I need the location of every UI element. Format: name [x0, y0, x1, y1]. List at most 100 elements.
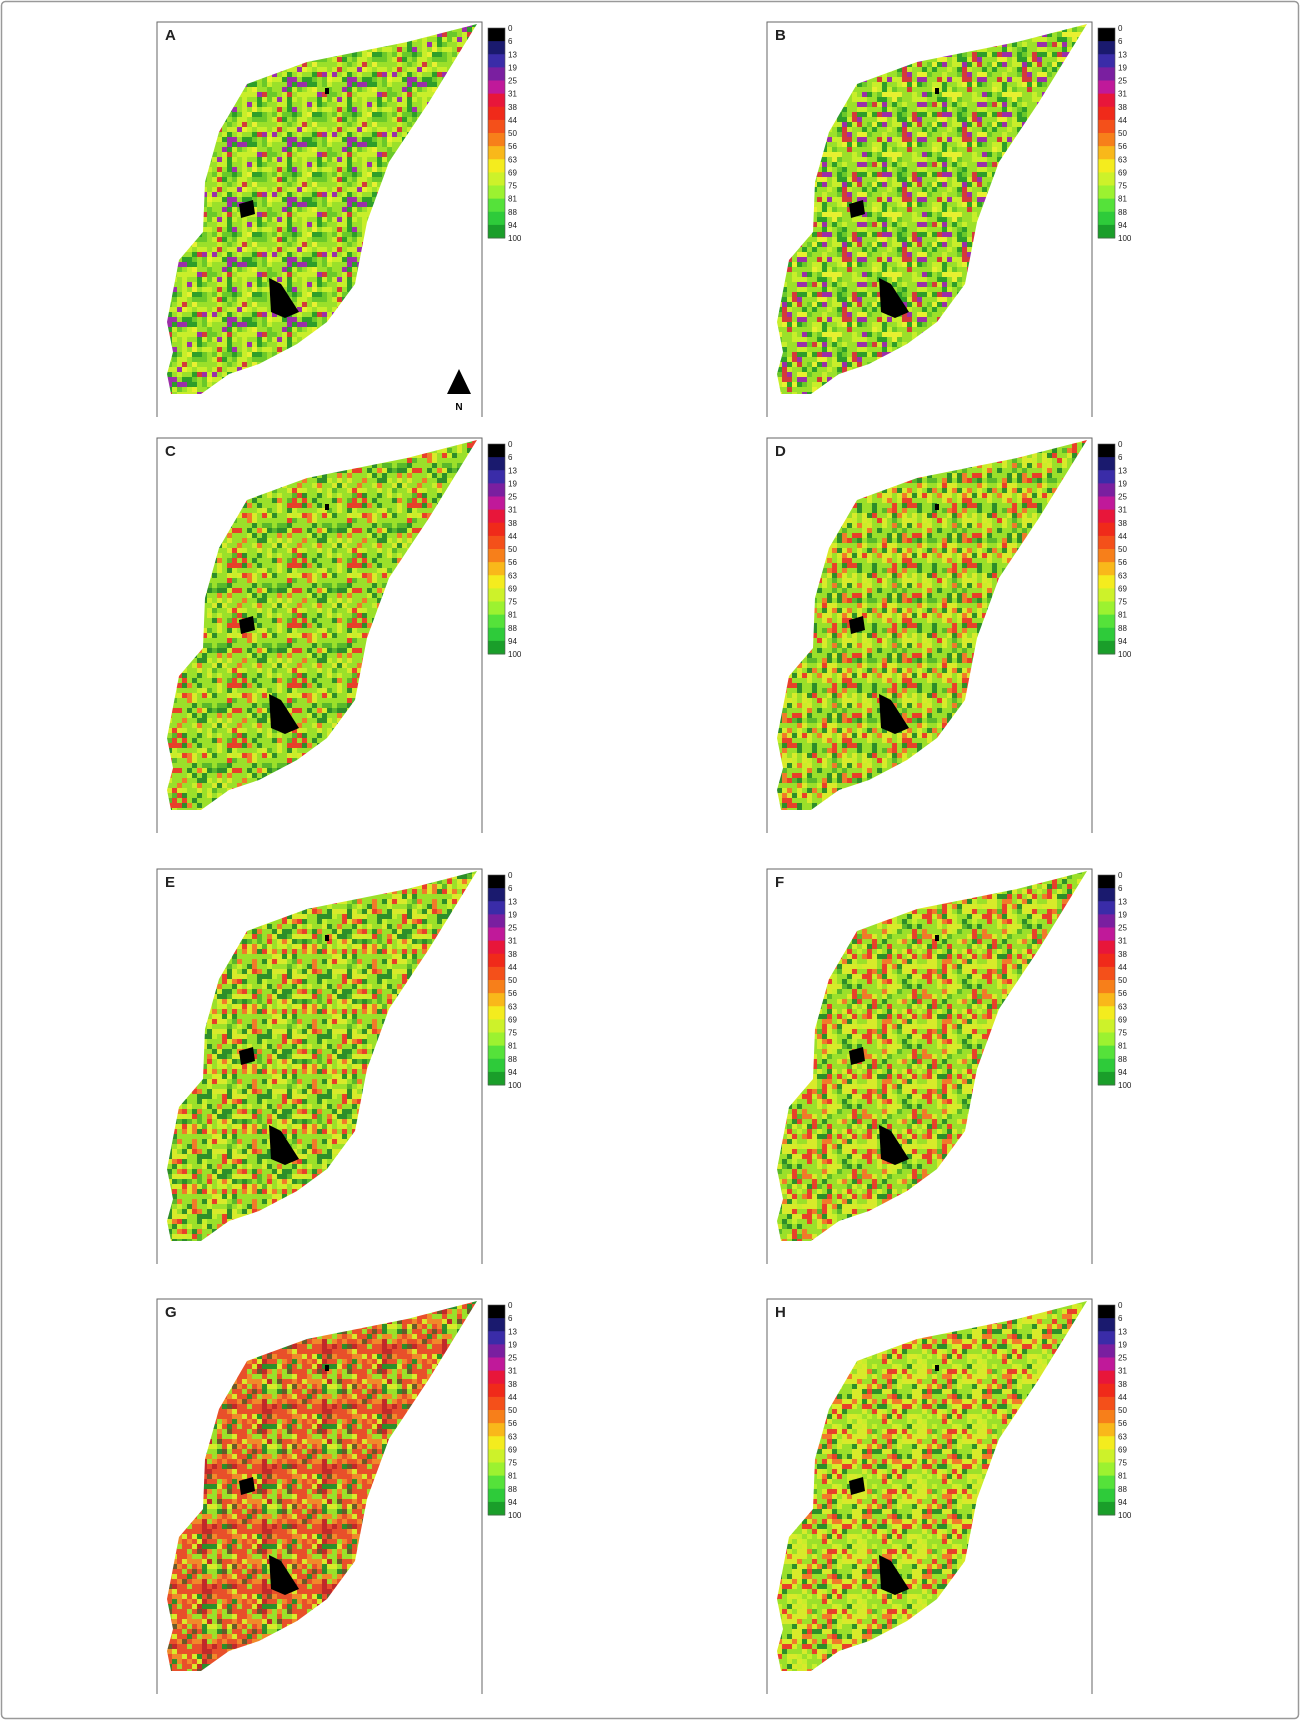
- legend-label: 44: [1118, 532, 1127, 541]
- legend-swatch: [488, 901, 505, 915]
- legend-label: 25: [1118, 493, 1127, 502]
- legend-label: 19: [1118, 910, 1127, 919]
- legend-swatch: [1098, 172, 1115, 186]
- legend-swatch: [1098, 914, 1115, 928]
- legend-label: 50: [508, 545, 517, 554]
- legend-swatch: [1098, 28, 1115, 42]
- legend-label: 19: [508, 1340, 517, 1349]
- legend-label: 19: [1118, 1340, 1127, 1349]
- legend-label: 81: [1118, 1472, 1127, 1481]
- legend-label: 25: [508, 1354, 517, 1363]
- legend-swatch: [1098, 615, 1115, 629]
- legend-swatch: [1098, 1423, 1115, 1437]
- legend-label: 44: [508, 532, 517, 541]
- legend-label: 31: [1118, 937, 1127, 946]
- legend-swatch: [488, 1371, 505, 1385]
- legend-swatch: [1098, 457, 1115, 471]
- legend-swatch: [488, 628, 505, 642]
- legend-label: 69: [1118, 1445, 1127, 1454]
- legend-label: 94: [508, 1498, 517, 1507]
- legend-label: 56: [1118, 989, 1127, 998]
- legend-label: 63: [1118, 1432, 1127, 1441]
- legend-swatch: [1098, 888, 1115, 902]
- legend-label: 94: [1118, 1068, 1127, 1077]
- legend-swatch: [488, 483, 505, 497]
- legend-swatch: [488, 54, 505, 68]
- legend-swatch: [1098, 1358, 1115, 1372]
- legend-label: 81: [508, 611, 517, 620]
- legend-label: 75: [1118, 182, 1127, 191]
- figure: A061319253138445056636975818894100NB0613…: [0, 0, 1300, 1720]
- map-hole: [325, 504, 329, 510]
- map-hole: [325, 1365, 329, 1371]
- legend-swatch: [1098, 212, 1115, 226]
- legend-label: 69: [508, 584, 517, 593]
- legend-label: 50: [1118, 976, 1127, 985]
- map-hole: [325, 935, 329, 941]
- legend-swatch: [1098, 536, 1115, 550]
- legend-swatch: [488, 1006, 505, 1020]
- legend-label: 100: [508, 1511, 522, 1520]
- legend-swatch: [1098, 941, 1115, 955]
- legend-label: 63: [1118, 571, 1127, 580]
- legend-swatch: [488, 615, 505, 629]
- legend-swatch: [1098, 199, 1115, 213]
- legend-swatch: [1098, 470, 1115, 484]
- legend-swatch: [1098, 523, 1115, 537]
- legend-label: 6: [508, 37, 513, 46]
- legend-label: 6: [508, 884, 513, 893]
- north-label: N: [455, 402, 462, 413]
- legend-label: 38: [1118, 103, 1127, 112]
- legend-label: 44: [508, 963, 517, 972]
- legend-label: 6: [508, 1314, 513, 1323]
- legend-label: 6: [1118, 37, 1123, 46]
- legend-swatch: [1098, 1072, 1115, 1086]
- legend-swatch: [1098, 549, 1115, 563]
- legend-label: 25: [1118, 1354, 1127, 1363]
- legend-label: 94: [508, 221, 517, 230]
- legend-swatch: [1098, 1476, 1115, 1490]
- legend-swatch: [488, 225, 505, 239]
- legend-label: 6: [1118, 1314, 1123, 1323]
- legend-label: 13: [508, 466, 517, 475]
- legend-label: 44: [1118, 116, 1127, 125]
- legend-swatch: [1098, 1006, 1115, 1020]
- legend-label: 75: [1118, 1459, 1127, 1468]
- legend-label: 44: [508, 1393, 517, 1402]
- legend-label: 50: [508, 976, 517, 985]
- legend-label: 56: [508, 558, 517, 567]
- legend-swatch: [1098, 954, 1115, 968]
- legend-swatch: [488, 523, 505, 537]
- legend-swatch: [488, 159, 505, 173]
- legend-swatch: [488, 1344, 505, 1358]
- legend-label: 31: [508, 937, 517, 946]
- legend-label: 38: [508, 519, 517, 528]
- legend-swatch: [488, 575, 505, 589]
- legend-swatch: [1098, 1410, 1115, 1424]
- legend-swatch: [1098, 1059, 1115, 1073]
- legend-swatch: [488, 1463, 505, 1477]
- legend-swatch: [1098, 1449, 1115, 1463]
- legend-label: 100: [1118, 1081, 1132, 1090]
- legend-label: 31: [508, 90, 517, 99]
- legend-label: 88: [1118, 1485, 1127, 1494]
- legend-swatch: [488, 1502, 505, 1516]
- legend-label: 100: [508, 234, 522, 243]
- legend-swatch: [1098, 562, 1115, 576]
- legend-swatch: [488, 199, 505, 213]
- legend-label: 13: [508, 897, 517, 906]
- legend-swatch: [488, 980, 505, 994]
- legend-swatch: [488, 993, 505, 1007]
- legend-swatch: [488, 875, 505, 889]
- legend-label: 0: [1118, 440, 1123, 449]
- panel-label: C: [165, 443, 176, 460]
- legend-label: 0: [508, 440, 513, 449]
- legend-label: 31: [508, 506, 517, 515]
- legend-label: 75: [508, 1029, 517, 1038]
- legend-swatch: [1098, 120, 1115, 134]
- legend-label: 94: [1118, 1498, 1127, 1507]
- panel-label: F: [775, 874, 784, 891]
- legend-swatch: [488, 928, 505, 942]
- legend-label: 0: [508, 24, 513, 33]
- legend-label: 75: [1118, 598, 1127, 607]
